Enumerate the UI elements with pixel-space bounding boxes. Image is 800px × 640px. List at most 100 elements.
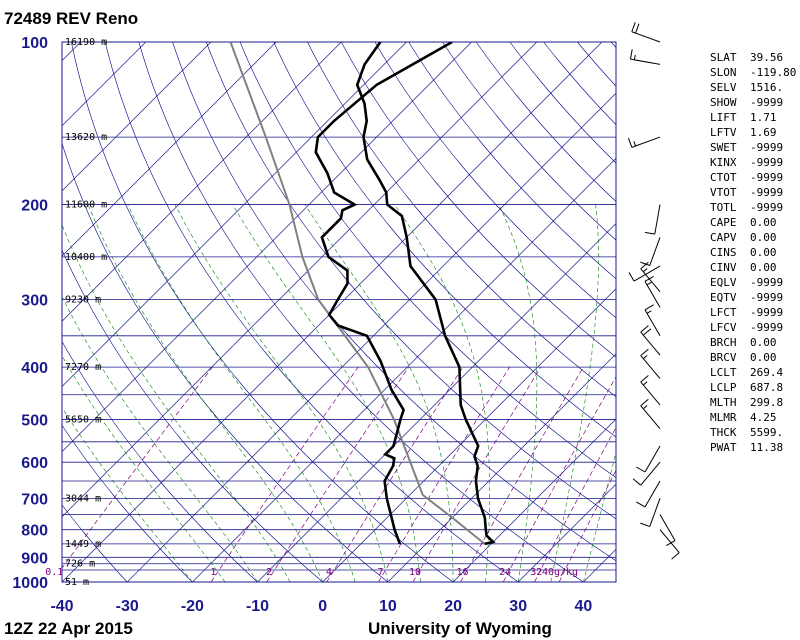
index-row: BRCH 0.00 [710,335,800,350]
pressure-tick-label: 100 [21,35,48,52]
wind-barb-staff [640,461,661,486]
height-label: 10400 m [65,252,107,263]
index-row: CAPV 0.00 [710,230,800,245]
pressure-tick-label: 300 [21,293,48,310]
isotherm-line [192,157,616,582]
index-value: 687.8 [750,381,784,394]
temperature-tick-label: -10 [246,598,269,615]
wind-barb-staff [640,381,661,406]
wind-barb-flag [646,281,652,286]
wind-barb-flag [636,466,646,473]
isotherm-line [62,42,277,257]
isotherm-line [62,42,407,387]
wind-barb-staff [640,331,661,356]
index-key: LCLP [710,381,737,394]
wind-barb-staff [649,237,661,266]
wind-barb-flag [635,23,640,34]
index-value: -9999 [750,171,784,184]
height-label: 1449 m [65,539,101,550]
wind-barb-staff [644,445,661,473]
index-key: PWAT [710,441,737,454]
wind-barb-flag [633,54,636,60]
isotherm-line [62,42,472,453]
dry-adiabat-line [374,42,616,319]
wind-barb [640,498,661,528]
index-row: SLAT 39.56 [710,50,800,65]
wind-barb-flag [644,275,654,282]
wind-barb-flag [640,398,649,407]
wind-barb [632,461,661,486]
wind-barb-flag [644,304,654,311]
wind-barb-staff [630,58,661,65]
index-row: BRCV 0.00 [710,350,800,365]
pressure-tick-label: 900 [21,550,48,567]
temperature-tick-label: 0 [318,598,327,615]
index-value: 0.00 [750,246,777,259]
isotherm-line [62,42,538,518]
wind-barb-staff [644,281,661,308]
wind-barb [640,325,661,356]
index-key: CTOT [710,171,737,184]
isotherm-line [322,288,616,582]
moist-adiabat-line [62,295,258,582]
wind-barb [644,275,661,308]
index-key: THCK [710,426,737,439]
dry-adiabat-line [62,504,128,582]
index-key: VTOT [710,186,737,199]
index-value: 5599. [750,426,784,439]
dry-adiabat-line [62,142,389,582]
moist-adiabat-line [498,204,538,582]
mixing-ratio-line [460,366,584,582]
mixing-ratio-label: 4 [326,567,332,578]
mixing-ratio-label: 1 [210,567,216,578]
wind-barb-staff [659,514,676,541]
wind-barb [640,237,661,266]
wind-barb [627,136,661,148]
wind-barb-flag [642,381,648,386]
mixing-ratio-label: 10 [409,567,421,578]
index-key: BRCV [710,351,737,364]
mixing-ratio-label: 32 [530,567,542,578]
height-label: 5650 m [65,414,101,425]
index-row: CAPE 0.00 [710,215,800,230]
index-value: -119.80 [750,66,797,79]
wind-barb [640,261,661,293]
index-row: CINS 0.00 [710,245,800,260]
dry-adiabat-line [408,42,616,280]
temperature-profile-line [355,42,496,546]
height-label: 51 m [65,577,89,588]
index-row: KINX -9999 [710,155,800,170]
index-value: -9999 [750,156,784,169]
height-label: 3044 m [65,493,101,504]
wind-barb-staff [644,480,661,508]
wind-barb-flag [632,478,642,486]
index-value: 11.38 [750,441,784,454]
isotherm-line [452,418,616,582]
height-label: 16190 m [65,37,107,48]
pressure-tick-label: 400 [21,360,48,377]
index-row: SHOW -9999 [710,95,800,110]
wind-barb-flag [640,522,650,528]
index-value: -9999 [750,186,784,199]
source-label: University of Wyoming [368,619,552,638]
isotherm-line [62,42,342,322]
mixing-ratio-label: 2 [266,567,272,578]
index-value: 1.71 [750,111,777,124]
index-key: LFCT [710,306,737,319]
wind-barb-flag [629,49,633,60]
isotherm-line [126,92,616,582]
isotherm-line [257,223,616,582]
index-key: LFTV [710,126,737,139]
dry-adiabat-line [62,249,323,582]
index-value: 0.00 [750,231,777,244]
index-key: CAPE [710,216,737,229]
height-label: 7270 m [65,362,101,373]
dry-adiabat-line [475,42,616,202]
moist-adiabat-line [583,451,616,582]
height-label: 726 m [65,559,95,570]
index-key: EQTV [710,291,737,304]
index-key: TOTL [710,201,737,214]
wind-barb [644,204,661,235]
plot-frame [61,41,617,583]
